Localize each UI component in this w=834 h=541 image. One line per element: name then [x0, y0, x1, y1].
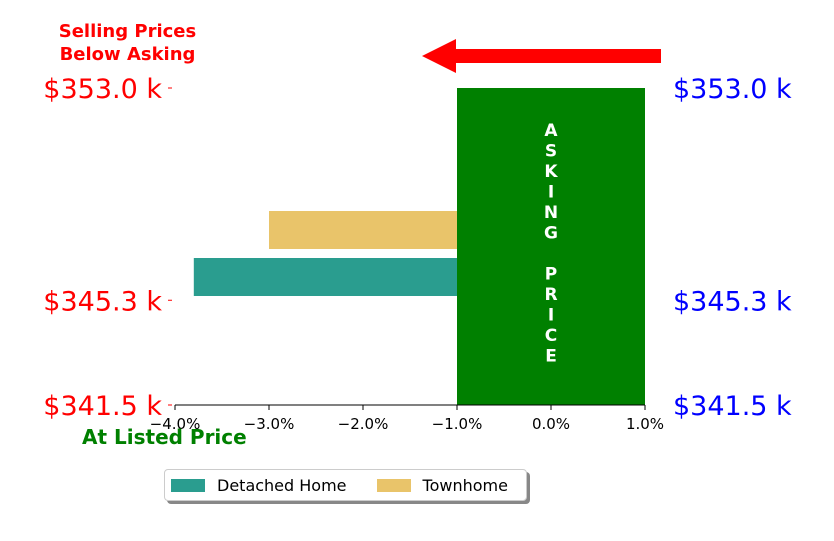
legend-swatch-townhome	[376, 478, 411, 492]
x-tick-label: 0.0%	[532, 415, 570, 433]
selling-below-asking-note: Selling Prices Below Asking	[30, 20, 225, 66]
legend-item-detached: Detached Home	[171, 476, 347, 495]
right-price-label: $341.5 k	[673, 391, 792, 422]
left-price-label: $353.0 k	[43, 74, 162, 105]
asking-band-letter: R	[544, 285, 557, 305]
right-price-label: $353.0 k	[673, 74, 792, 105]
asking-band-letter: A	[544, 121, 558, 141]
asking-price-band	[457, 88, 645, 405]
bar-detached-home	[193, 258, 458, 296]
x-tick-label: −3.0%	[244, 415, 295, 433]
left-price-label: $341.5 k	[43, 391, 162, 422]
asking-band-letter: I	[548, 183, 554, 203]
asking-band-letter: E	[545, 347, 557, 367]
asking-band-letter: N	[544, 203, 558, 223]
legend-swatch-detached	[171, 478, 205, 492]
asking-band-letter: I	[548, 306, 554, 326]
legend: Detached Home Townhome	[164, 469, 527, 501]
note-line-1: Selling Prices	[58, 21, 197, 42]
note-line-2: Below Asking	[59, 44, 196, 65]
at-listed-price-note: At Listed Price	[82, 425, 247, 449]
bar-townhome	[269, 211, 457, 249]
asking-band-letter: P	[545, 265, 557, 285]
right-price-label: $345.3 k	[673, 286, 792, 317]
arrow-head	[422, 39, 456, 73]
asking-band-letter: K	[544, 162, 558, 182]
x-tick-label: −2.0%	[338, 415, 389, 433]
asking-band-letter: C	[545, 326, 557, 346]
arrow-shaft	[452, 49, 661, 63]
legend-item-townhome: Townhome	[376, 475, 508, 495]
asking-band-letter: G	[544, 224, 558, 244]
asking-band-letter: S	[545, 142, 557, 162]
x-tick-label: 1.0%	[626, 415, 664, 433]
x-tick-label: −1.0%	[432, 415, 483, 433]
legend-label-detached: Detached Home	[217, 475, 347, 495]
left-price-label: $345.3 k	[43, 286, 162, 317]
legend-label-townhome: Townhome	[422, 475, 508, 495]
x-tick-label: −4.0%	[150, 415, 201, 433]
